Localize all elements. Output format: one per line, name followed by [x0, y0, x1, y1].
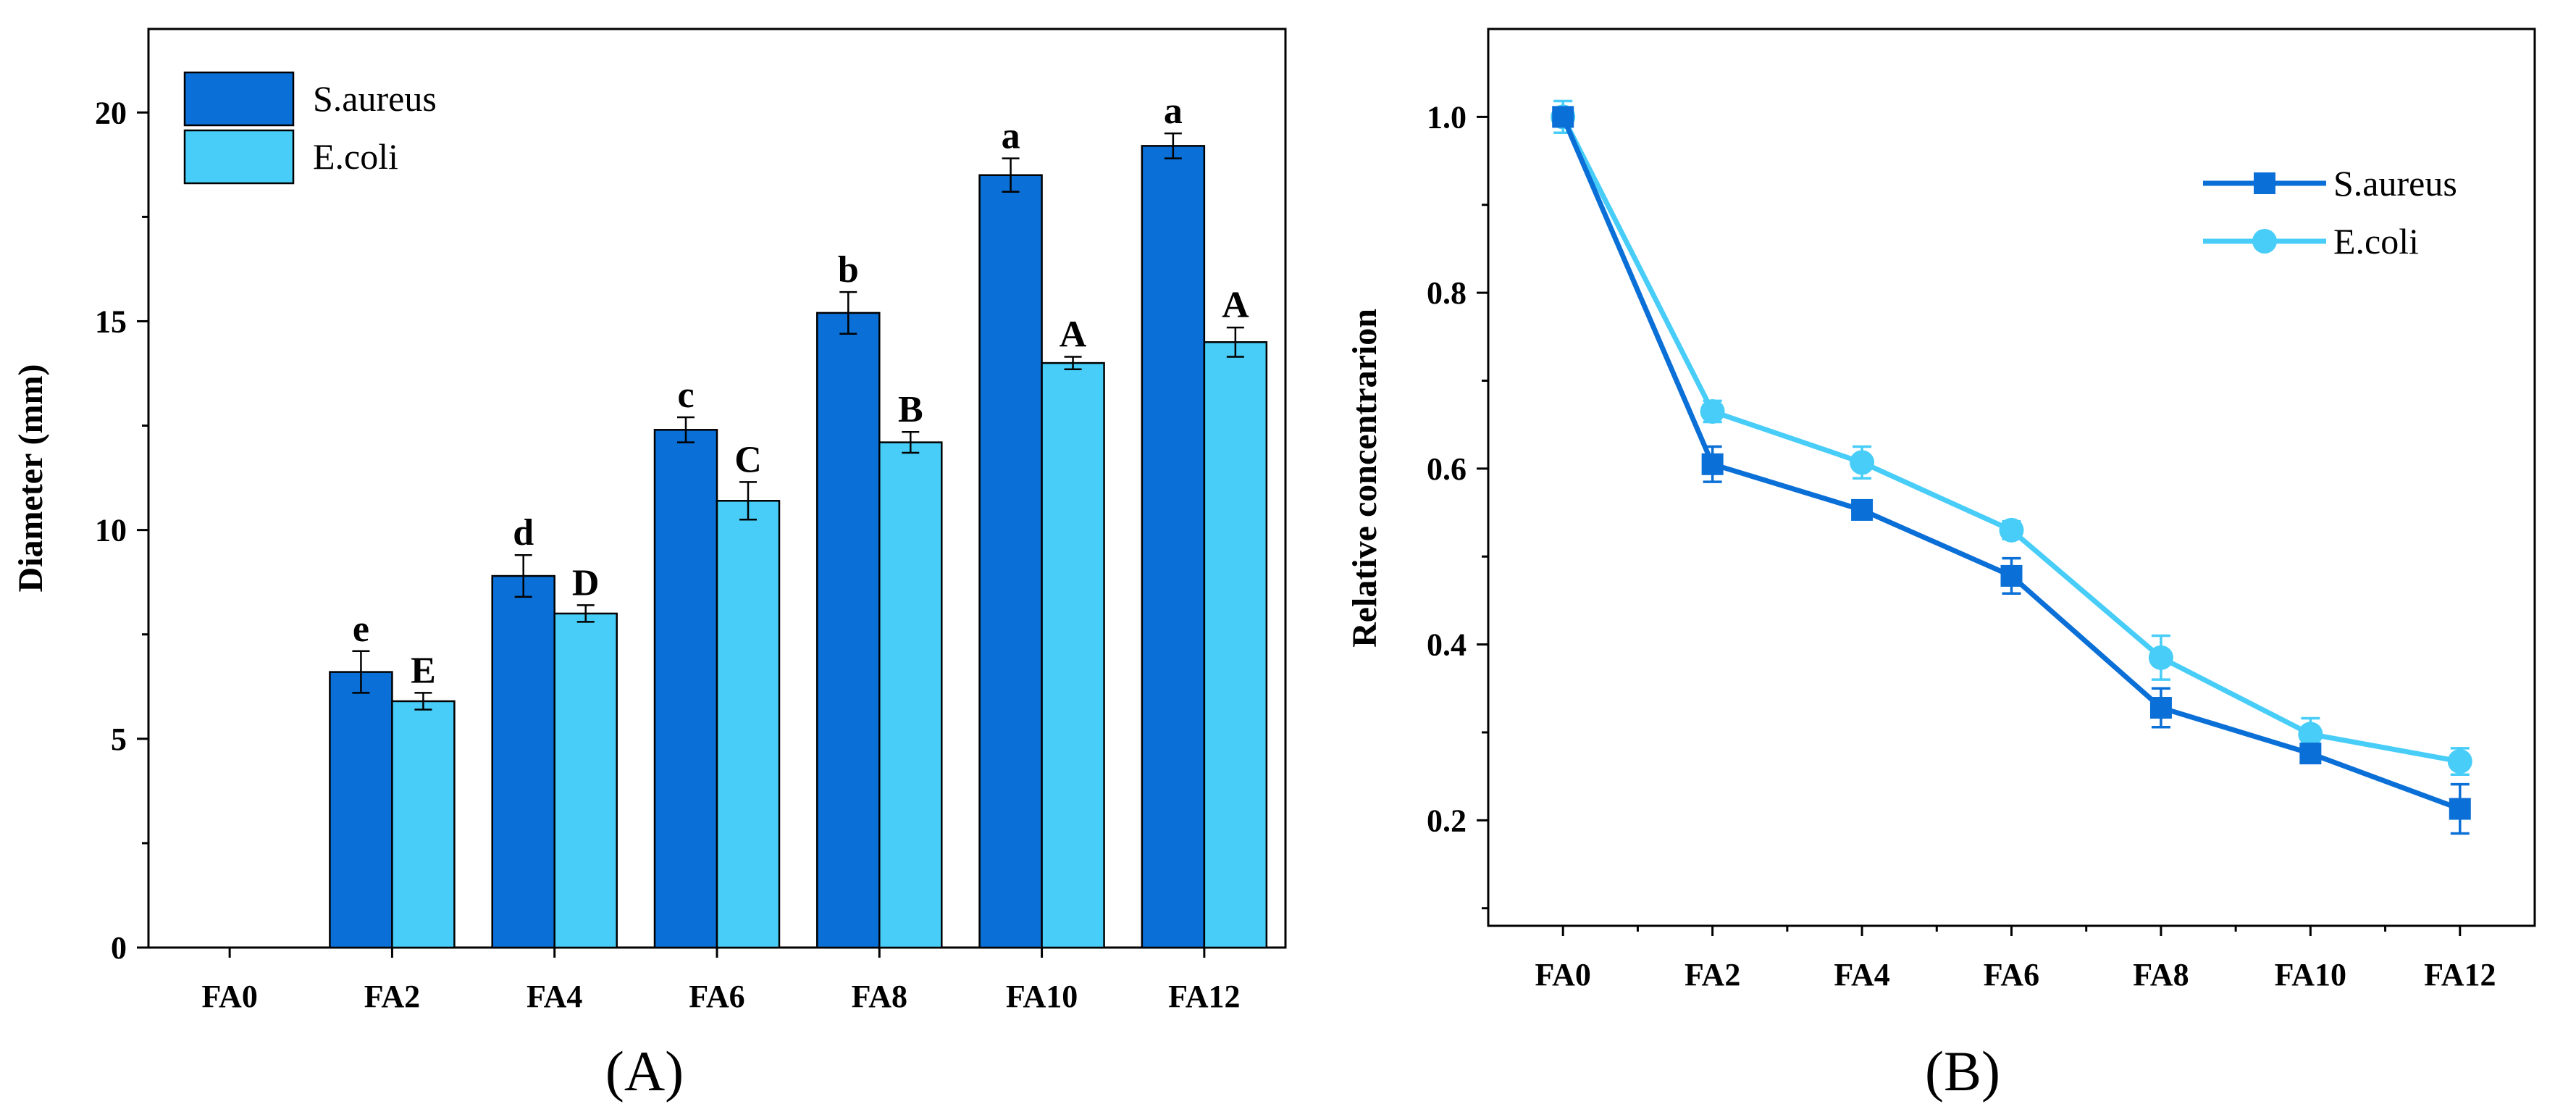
significance-label: d	[513, 512, 534, 553]
panel-b-legend: S.aureus E.coli	[2203, 163, 2457, 262]
series-line-s-aureus	[1560, 115, 2462, 811]
x-tick-label: FA4	[1834, 957, 1889, 992]
x-tick-label: FA10	[1006, 979, 1078, 1014]
y-tick-label: 10	[95, 513, 127, 548]
legend-label: S.aureus	[2333, 163, 2457, 204]
y-tick-label: 0.4	[1427, 627, 1467, 663]
series-line-e-coli	[1561, 115, 2461, 764]
panel-b-y-axis-title: Relative concentrarion	[1346, 309, 1384, 648]
data-point	[2299, 743, 2322, 765]
x-tick-label: FA12	[1168, 979, 1240, 1014]
x-tick-label: FA2	[364, 979, 420, 1014]
panel-b-label: (B)	[1925, 1040, 2000, 1103]
significance-label: b	[838, 249, 859, 290]
bar-e-coli	[716, 500, 781, 949]
panel-a-legend: S.aureus E.coli	[183, 71, 437, 185]
x-tick-label: FA8	[852, 979, 907, 1014]
legend-swatch	[183, 129, 295, 185]
bar-s-aureus	[653, 429, 718, 949]
significance-label: a	[1164, 91, 1183, 132]
panel-a-label: (A)	[605, 1040, 684, 1103]
x-tick-label: FA10	[2275, 957, 2346, 992]
x-tick-label: FA0	[1535, 957, 1591, 992]
panel-b-axes: 0.2 0.4 0.6 0.8 1.0 FA0 FA2 FA4 FA6 FA8 FA10 FA12	[1427, 28, 2536, 992]
y-tick-label: 1.0	[1427, 99, 1467, 135]
y-tick-label: 0.6	[1427, 451, 1467, 487]
significance-label: A	[1222, 285, 1249, 326]
bar-e-coli	[1203, 341, 1268, 949]
y-tick-label: 0	[111, 930, 127, 966]
y-tick-label: 15	[95, 304, 127, 339]
x-tick-label: FA6	[689, 979, 744, 1014]
bar-e-coli	[878, 441, 943, 949]
panel-b-line-chart: 0.2 0.4 0.6 0.8 1.0 FA0 FA2 FA4 FA6 FA8 FA10 FA12 S…	[1346, 28, 2536, 1103]
significance-label: a	[1002, 116, 1020, 157]
bar-s-aureus	[978, 174, 1043, 949]
x-tick-label: FA2	[1685, 957, 1740, 992]
significance-label: D	[572, 562, 600, 603]
y-tick-label: 20	[95, 95, 127, 130]
legend-label: E.coli	[2333, 221, 2419, 262]
legend-marker	[2252, 229, 2277, 254]
bar-s-aureus	[816, 312, 881, 949]
data-point	[2148, 645, 2173, 670]
x-tick-label: FA12	[2424, 957, 2496, 992]
legend-label: E.coli	[313, 136, 398, 177]
legend-swatch	[183, 71, 295, 127]
bar-e-coli	[1041, 361, 1105, 949]
bar-s-aureus	[491, 574, 555, 949]
x-tick-label: FA8	[2133, 957, 2189, 992]
y-tick-label: 0.8	[1427, 275, 1467, 311]
x-tick-label: FA0	[201, 979, 257, 1014]
data-point	[1851, 498, 1874, 521]
panel-a-y-axis-title: Diameter (mm)	[12, 364, 50, 593]
legend-marker	[2254, 172, 2275, 194]
data-point	[2449, 798, 2471, 820]
data-point	[1701, 453, 1724, 475]
data-point	[2149, 696, 2172, 719]
significance-label: B	[898, 389, 923, 430]
y-tick-label: 5	[111, 722, 127, 757]
bar-s-aureus	[1141, 145, 1206, 949]
data-point	[2000, 564, 2023, 587]
significance-label: C	[734, 439, 762, 480]
bar-s-aureus	[329, 671, 393, 949]
data-point	[2298, 722, 2323, 747]
legend-label: S.aureus	[313, 78, 437, 119]
x-tick-label: FA4	[526, 979, 582, 1014]
panel-b-series	[1551, 99, 2472, 835]
y-tick-label: 0.2	[1427, 803, 1467, 838]
significance-label: A	[1060, 314, 1087, 355]
x-tick-label: FA6	[1984, 957, 2039, 992]
panel-a-axes: 0 5 10 15 20 FA0 FA2 FA4 FA6 FA8 FA10 FA12	[95, 28, 1287, 1014]
bar-e-coli	[391, 700, 456, 949]
data-point	[1999, 517, 2024, 543]
significance-label: c	[677, 375, 694, 416]
bar-e-coli	[553, 612, 618, 949]
significance-label: e	[353, 609, 369, 650]
data-point	[2447, 749, 2472, 774]
data-point	[1700, 398, 1725, 424]
data-point	[1850, 450, 1875, 475]
significance-label: E	[411, 650, 436, 691]
data-point	[1552, 106, 1574, 128]
